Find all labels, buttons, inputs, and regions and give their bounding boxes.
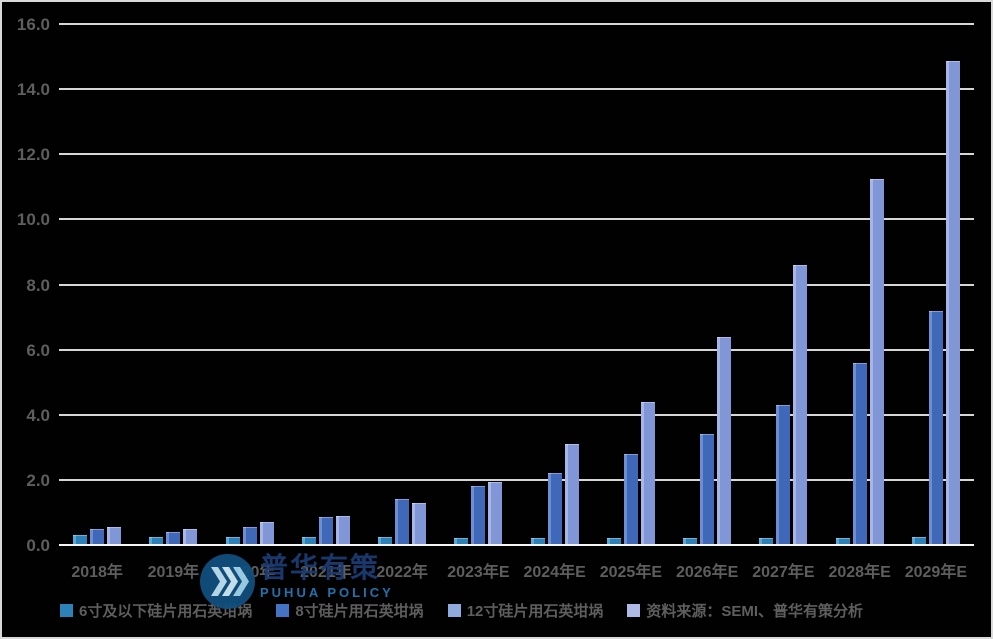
bar-series2-2018年 [90, 528, 105, 546]
bar-series1-2029年E [911, 536, 926, 546]
gridline [59, 283, 974, 286]
bar-series2-2026年E [700, 434, 715, 546]
legend-item-3: 12寸硅片用石英坩埚 [447, 600, 604, 621]
bar-series3-2023年E [488, 481, 503, 546]
bar-series3-2021年 [335, 515, 350, 546]
legend-marker-icon [60, 604, 73, 617]
x-axis-label: 2027年E [752, 564, 815, 581]
x-axis-label: 2026年E [675, 564, 739, 581]
bar-series1-2021年 [301, 536, 316, 546]
bar-series2-2025年E [623, 453, 638, 546]
legend-marker-icon [627, 604, 641, 617]
watermark-text: 普华有策 PUHUA POLICY [260, 552, 394, 601]
x-axis-label: 2029年E [904, 564, 968, 581]
bar-series1-2023年E [454, 538, 469, 546]
gridline [59, 88, 974, 91]
watermark-cn: 普华有策 [260, 552, 381, 583]
bar-series2-2023年E [471, 486, 486, 546]
legend-marker-icon [447, 604, 461, 617]
bar-series1-2027年E [759, 538, 774, 546]
y-axis-label: 2.0 [26, 470, 50, 490]
puhua-logo-icon [199, 553, 256, 615]
y-axis-label: 16.0 [16, 15, 50, 34]
bar-series2-2021年 [318, 517, 333, 546]
gridline [59, 348, 974, 351]
legend-item-4: 资料来源：SEMI、普华有策分析 [627, 600, 863, 621]
watermark-en: PUHUA POLICY [260, 585, 394, 601]
gridline [59, 218, 974, 221]
x-axis-label: 2024年E [523, 564, 586, 581]
bar-series3-2024年E [564, 444, 579, 546]
gridline [59, 23, 974, 25]
x-axis-label: 2028年E [828, 564, 891, 581]
y-axis-label: 12.0 [16, 145, 50, 165]
legend-label: 8寸硅片用石英坩埚 [295, 603, 424, 620]
bar-series1-2020年 [225, 536, 240, 546]
legend-marker-icon [276, 604, 290, 617]
x-axis-label: 2021年 [300, 564, 352, 581]
bar-series1-2025年E [606, 538, 621, 546]
gridline [59, 413, 974, 416]
y-axis-label: 0.0 [26, 536, 50, 555]
bar-series3-2026年E [717, 336, 732, 546]
x-axis-line [59, 544, 974, 546]
bar-series2-2027年E [776, 404, 791, 546]
bar-series1-2022年 [378, 536, 393, 546]
x-axis-label: 2018年 [71, 564, 123, 581]
bar-series2-2020年 [242, 527, 257, 546]
y-axis-label: 8.0 [26, 275, 50, 295]
x-axis-label: 2023年E [447, 564, 510, 581]
bar-series3-2019年 [183, 528, 198, 546]
x-axis-label: 2019年 [147, 564, 200, 581]
bar-series1-2024年E [530, 538, 545, 546]
y-axis-label: 10.0 [16, 210, 50, 230]
y-axis-label: 14.0 [16, 80, 50, 100]
bar-series3-2018年 [107, 527, 122, 546]
bar-series1-2018年 [73, 535, 88, 546]
x-axis-label: 2025年E [599, 564, 663, 581]
legend-label: 12寸硅片用石英坩埚 [466, 603, 604, 620]
bar-series3-2029年E [945, 61, 960, 546]
bar-series3-2028年E [869, 178, 884, 546]
watermark: 普华有策 PUHUA POLICY [199, 553, 394, 615]
x-axis-label: 2022年 [376, 564, 428, 581]
bar-series3-2020年 [259, 522, 274, 546]
bar-series3-2022年 [412, 502, 427, 546]
bar-series2-2024年E [547, 473, 562, 546]
legend-label: 6寸及以下硅片用石英坩埚 [79, 603, 253, 620]
bar-series2-2029年E [928, 310, 943, 546]
bar-series3-2025年E [640, 401, 655, 546]
y-axis-label: 6.0 [26, 340, 50, 360]
bar-series2-2028年E [852, 362, 867, 546]
y-axis-label: 4.0 [26, 405, 50, 425]
gridline [59, 478, 974, 481]
bar-series1-2026年E [683, 538, 698, 546]
legend-item-2: 8寸硅片用石英坩埚 [276, 600, 424, 621]
legend-label: 资料来源：SEMI、普华有策分析 [646, 603, 864, 620]
legend: 6寸及以下硅片用石英坩埚 8寸硅片用石英坩埚 12寸硅片用石英坩埚 资料来源：SEMI… [60, 600, 863, 621]
bar-series3-2027年E [793, 264, 808, 546]
bar-series1-2019年 [149, 536, 164, 546]
legend-item-1: 6寸及以下硅片用石英坩埚 [60, 600, 252, 621]
bar-series1-2028年E [835, 538, 850, 546]
bar-series2-2019年 [166, 531, 181, 546]
gridline [59, 153, 974, 156]
bar-series2-2022年 [395, 499, 410, 546]
